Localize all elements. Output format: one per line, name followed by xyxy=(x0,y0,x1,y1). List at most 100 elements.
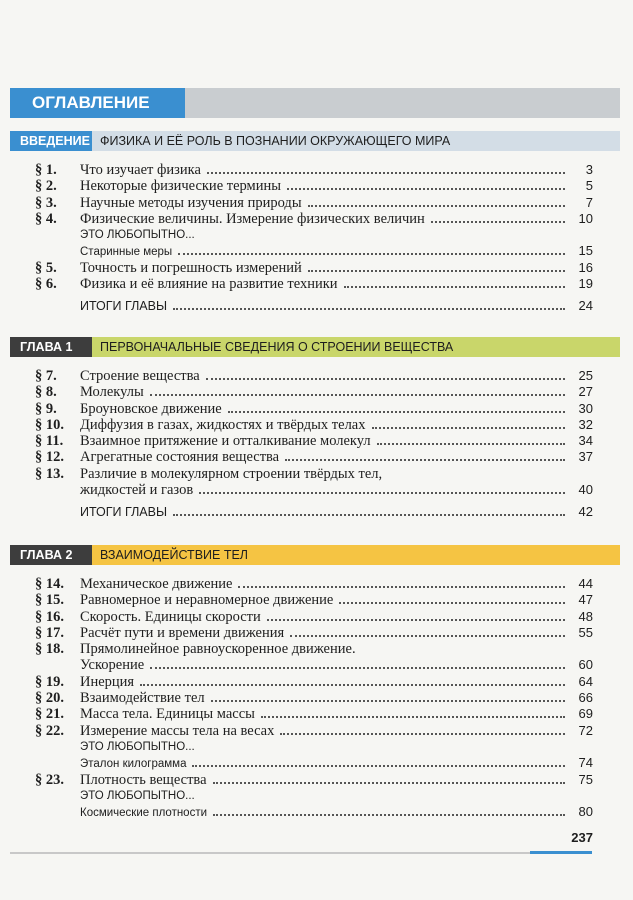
page-ref: 72 xyxy=(578,722,593,738)
page-ref: 15 xyxy=(578,243,593,259)
header-band: ОГЛАВЛЕНИЕ xyxy=(10,88,620,118)
dot-leader xyxy=(210,700,565,703)
page-ref: 16 xyxy=(578,259,593,275)
section-label: ВВЕДЕНИЕ xyxy=(10,131,92,151)
page-ref: 30 xyxy=(578,400,593,416)
toc-entry: § 15. Равномерное и неравномерное движени… xyxy=(0,592,633,608)
toc-entry: § 11. Взаимное притяжение и отталкивание … xyxy=(0,433,633,449)
paragraph-number: § 2. xyxy=(35,178,57,195)
paragraph-number: § 19. xyxy=(35,673,64,690)
page-number: 237 xyxy=(571,830,593,845)
section-title: ВЗАИМОДЕЙСТВИЕ ТЕЛ xyxy=(100,548,248,562)
page-ref: 34 xyxy=(578,433,593,449)
entry-title: Физика и её влияние на развитие техники xyxy=(80,276,338,293)
paragraph-number: § 9. xyxy=(35,400,57,417)
toc-entry: ИТОГИ ГЛАВЫ 24 xyxy=(0,298,633,314)
toc-entry: § 17. Расчёт пути и времени движения 55 xyxy=(0,625,633,641)
page-ref: 10 xyxy=(578,210,593,226)
dot-leader xyxy=(430,220,565,223)
entry-list: § 14. Механическое движение 44 § 15. Равноме… xyxy=(0,576,633,820)
page-ref: 19 xyxy=(578,276,593,292)
toc-entry: § 5. Точность и погрешность измерений 16 xyxy=(0,260,633,276)
paragraph-number: § 17. xyxy=(35,624,64,641)
page-ref: 7 xyxy=(585,194,593,210)
toc-entry: § 16. Скорость. Единицы скорости 48 xyxy=(0,609,633,625)
toc-entry: § 4. Физические величины. Измерение физич… xyxy=(0,211,633,227)
page-ref: 3 xyxy=(585,162,593,177)
toc-entry: § 3. Научные методы изучения природы 7 xyxy=(0,195,633,211)
dot-leader xyxy=(149,394,565,397)
section-title: ПЕРВОНАЧАЛЬНЫЕ СВЕДЕНИЯ О СТРОЕНИИ ВЕЩЕС… xyxy=(100,340,454,354)
paragraph-number: § 18. xyxy=(35,641,64,658)
dot-leader xyxy=(266,618,565,621)
paragraph-number: § 15. xyxy=(35,592,64,609)
dot-leader xyxy=(212,781,565,784)
header-title: ОГЛАВЛЕНИЕ xyxy=(10,88,185,118)
toc-entry: § 13. Различие в молекулярном строении тв… xyxy=(0,466,633,482)
paragraph-number: § 21. xyxy=(35,706,64,723)
page-ref: 42 xyxy=(578,504,593,520)
section-bar: ГЛАВА 1 ПЕРВОНАЧАЛЬНЫЕ СВЕДЕНИЯ О СТРОЕНИ… xyxy=(10,337,620,357)
dot-leader xyxy=(285,459,565,462)
entry-list: § 1. Что изучает физика 3 § 2. Некоторые физ… xyxy=(0,162,633,315)
page-ref: 80 xyxy=(578,804,593,820)
page-ref: 64 xyxy=(578,673,593,689)
entry-title: Взаимодействие тел xyxy=(80,690,205,707)
entry-title: Инерция xyxy=(80,673,135,690)
dot-leader xyxy=(173,514,565,517)
footer-accent xyxy=(530,851,592,854)
entry-title: Плотность вещества xyxy=(80,771,207,788)
toc-entry: § 21. Масса тела. Единицы массы 69 xyxy=(0,706,633,722)
toc-entry: ЭТО ЛЮБОПЫТНО... xyxy=(0,788,633,804)
page-ref: 5 xyxy=(585,178,593,194)
dot-leader xyxy=(290,634,565,637)
page-ref: 40 xyxy=(578,482,593,498)
section-label: ГЛАВА 1 xyxy=(10,337,92,357)
entry-title: Измерение массы тела на весах xyxy=(80,722,275,739)
dot-leader xyxy=(260,716,565,719)
toc-entry: § 6. Физика и её влияние на развитие техн… xyxy=(0,276,633,292)
paragraph-number: § 22. xyxy=(35,722,64,739)
paragraph-number: § 12. xyxy=(35,449,64,466)
toc-entry: жидкостей и газов 40 xyxy=(0,482,633,498)
paragraph-number: § 1. xyxy=(35,162,57,178)
paragraph-number: § 8. xyxy=(35,384,57,401)
paragraph-number: § 10. xyxy=(35,416,64,433)
entry-title: Старинные меры xyxy=(80,246,173,259)
dot-leader xyxy=(178,253,565,256)
entry-title: Космические плотности xyxy=(80,807,208,820)
dot-leader xyxy=(343,286,565,289)
paragraph-number: § 11. xyxy=(35,433,64,450)
toc-entry: § 2. Некоторые физические термины 5 xyxy=(0,178,633,194)
dot-leader xyxy=(339,602,565,605)
entry-title: Агрегатные состояния вещества xyxy=(80,449,280,466)
entry-title: Ускорение xyxy=(80,657,145,674)
toc-section: ГЛАВА 2 ВЗАИМОДЕЙСТВИЕ ТЕЛ § 14. Механическ… xyxy=(0,545,633,820)
paragraph-number: § 4. xyxy=(35,210,57,227)
page-ref: 75 xyxy=(578,771,593,787)
toc-entry: ИТОГИ ГЛАВЫ 42 xyxy=(0,504,633,520)
dot-leader xyxy=(238,586,565,588)
toc-entry: § 19. Инерция 64 xyxy=(0,674,633,690)
page-ref: 69 xyxy=(578,706,593,722)
entry-title: ЭТО ЛЮБОПЫТНО... xyxy=(80,229,195,242)
dot-leader xyxy=(307,269,565,272)
entry-title: Эталон килограмма xyxy=(80,758,187,771)
paragraph-number: § 6. xyxy=(35,276,57,293)
dot-leader xyxy=(205,378,565,380)
toc-entry: § 10. Диффузия в газах, жидкостях и твёрд… xyxy=(0,417,633,433)
toc-section: ВВЕДЕНИЕ ФИЗИКА И ЕЁ РОЛЬ В ПОЗНАНИИ ОКРУ… xyxy=(0,131,633,315)
entry-title: Диффузия в газах, жидкостях и твёрдых те… xyxy=(80,416,366,433)
entry-title: Некоторые физические термины xyxy=(80,178,281,195)
toc-entry: § 14. Механическое движение 44 xyxy=(0,576,633,592)
entry-title: ИТОГИ ГЛАВЫ xyxy=(80,299,168,314)
entry-title: Масса тела. Единицы массы xyxy=(80,706,255,723)
entry-list: § 7. Строение вещества 25 § 8. Молекулы 27 § 9… xyxy=(0,368,633,521)
section-label: ГЛАВА 2 xyxy=(10,545,92,565)
entry-title: Что изучает физика xyxy=(80,162,201,178)
dot-leader xyxy=(280,732,565,735)
entry-title: Физические величины. Измерение физически… xyxy=(80,210,425,227)
toc-entry: § 23. Плотность вещества 75 xyxy=(0,772,633,788)
entry-title: Научные методы изучения природы xyxy=(80,194,302,211)
